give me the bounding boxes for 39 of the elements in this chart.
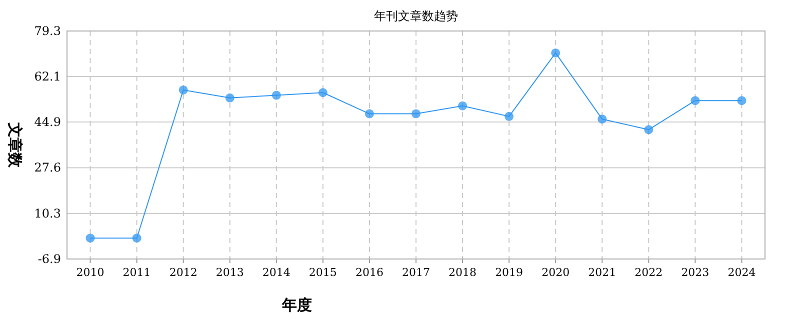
point xyxy=(644,125,654,134)
point xyxy=(412,109,420,118)
y-tick-label: 10.3 xyxy=(34,206,61,221)
x-tick-label: 2016 xyxy=(355,266,384,279)
point xyxy=(225,93,234,102)
chart-title: 年刊文章数趋势 xyxy=(374,9,458,23)
y-tick-label: 79.3 xyxy=(34,24,61,38)
point xyxy=(458,101,468,110)
point xyxy=(132,234,142,243)
point xyxy=(598,114,607,124)
x-tick-label: 2024 xyxy=(728,266,756,279)
point xyxy=(690,96,700,106)
point xyxy=(551,48,560,58)
y-tick-label: 62.1 xyxy=(34,69,61,84)
point xyxy=(178,85,188,94)
x-tick-label: 2022 xyxy=(634,266,663,279)
x-tick-label: 2023 xyxy=(681,266,710,279)
point xyxy=(272,90,281,100)
x-tick-label: 2019 xyxy=(495,266,524,279)
point xyxy=(86,234,95,243)
y-tick-label: 44.9 xyxy=(34,114,61,129)
x-tick-label: 2018 xyxy=(448,266,477,279)
point xyxy=(364,109,374,118)
y-tick-label: -6.9 xyxy=(38,252,61,266)
x-tick-label: 2013 xyxy=(216,266,244,279)
point xyxy=(737,96,746,106)
x-tick-label: 2021 xyxy=(588,266,616,279)
x-axis-title: 年度 xyxy=(281,296,312,314)
x-tick-label: 2017 xyxy=(402,266,430,279)
x-tick-label: 2010 xyxy=(76,266,104,279)
point xyxy=(504,112,514,121)
x-tick-label: 2011 xyxy=(122,266,151,279)
point xyxy=(318,88,328,98)
x-tick-label: 2020 xyxy=(542,266,570,279)
y-axis-title: 文章数 xyxy=(6,122,24,168)
x-tick-label: 2012 xyxy=(169,266,198,279)
x-tick-label: 2015 xyxy=(308,266,337,279)
y-tick-label: 27.6 xyxy=(34,160,61,175)
x-tick-label: 2014 xyxy=(262,266,290,279)
